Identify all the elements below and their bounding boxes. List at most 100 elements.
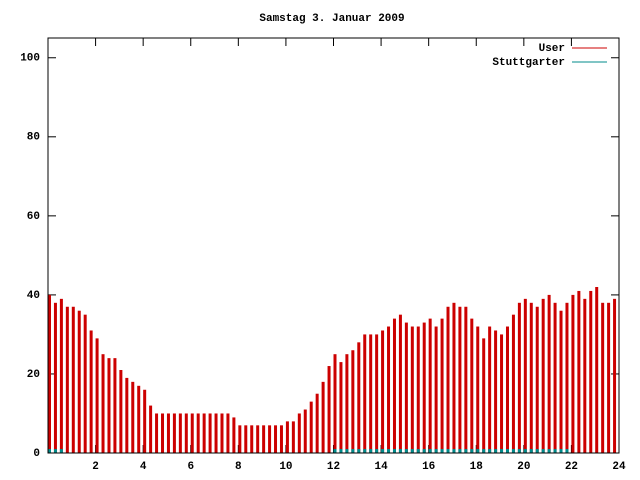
y-tick-label: 40 bbox=[27, 290, 40, 302]
impulse bbox=[440, 318, 444, 453]
impulse bbox=[184, 413, 188, 453]
impulse bbox=[279, 425, 283, 453]
impulse bbox=[547, 294, 551, 453]
impulse bbox=[613, 298, 617, 453]
impulse bbox=[452, 449, 456, 453]
impulse bbox=[488, 449, 492, 453]
impulse bbox=[48, 294, 51, 453]
impulse bbox=[607, 302, 611, 453]
impulse bbox=[434, 449, 438, 453]
impulse bbox=[565, 302, 569, 453]
impulse bbox=[363, 449, 367, 453]
impulse bbox=[131, 381, 135, 453]
impulse bbox=[71, 306, 75, 453]
impulse bbox=[410, 326, 414, 453]
impulse bbox=[77, 310, 81, 453]
impulse bbox=[166, 413, 170, 453]
impulse bbox=[53, 449, 57, 453]
impulse bbox=[434, 326, 438, 453]
impulse bbox=[351, 350, 355, 453]
x-tick-label: 14 bbox=[374, 461, 388, 473]
impulse bbox=[565, 449, 569, 453]
impulse bbox=[523, 449, 527, 453]
impulse bbox=[143, 389, 147, 453]
impulse bbox=[517, 302, 521, 453]
impulse bbox=[535, 449, 539, 453]
impulse bbox=[494, 449, 498, 453]
impulse bbox=[541, 298, 545, 453]
impulse bbox=[458, 449, 462, 453]
impulse bbox=[53, 302, 57, 453]
impulse bbox=[387, 449, 391, 453]
impulse bbox=[196, 413, 200, 453]
x-tick-label: 12 bbox=[327, 461, 340, 473]
impulse bbox=[410, 449, 414, 453]
impulse bbox=[452, 302, 456, 453]
impulse bbox=[357, 342, 361, 453]
impulse bbox=[500, 449, 504, 453]
impulse bbox=[428, 449, 432, 453]
impulse bbox=[511, 314, 515, 453]
impulse bbox=[214, 413, 218, 453]
impulse bbox=[416, 326, 420, 453]
impulse bbox=[541, 449, 545, 453]
y-tick-label: 20 bbox=[27, 369, 40, 381]
impulse bbox=[553, 302, 557, 453]
impulse bbox=[303, 409, 307, 453]
y-tick-label: 60 bbox=[27, 211, 40, 223]
impulse bbox=[155, 413, 159, 453]
impulse bbox=[149, 405, 153, 453]
impulse bbox=[381, 449, 385, 453]
impulse bbox=[511, 449, 515, 453]
impulse bbox=[113, 358, 117, 453]
impulse bbox=[244, 425, 248, 453]
impulse bbox=[119, 370, 123, 453]
impulse bbox=[333, 449, 337, 453]
impulse bbox=[101, 354, 105, 453]
impulse bbox=[345, 449, 349, 453]
x-tick-label: 6 bbox=[187, 461, 194, 473]
impulse bbox=[268, 425, 272, 453]
legend-label: User bbox=[539, 43, 565, 55]
impulse bbox=[321, 381, 325, 453]
impulse bbox=[428, 318, 432, 453]
impulse bbox=[464, 306, 468, 453]
impulse bbox=[505, 326, 509, 453]
impulse bbox=[291, 421, 295, 453]
impulse bbox=[500, 334, 504, 453]
impulse bbox=[190, 413, 194, 453]
impulse bbox=[398, 314, 402, 453]
impulse bbox=[238, 425, 242, 453]
impulse bbox=[559, 310, 563, 453]
impulse bbox=[297, 413, 301, 453]
impulse bbox=[161, 413, 165, 453]
impulse bbox=[220, 413, 224, 453]
x-tick-label: 18 bbox=[470, 461, 484, 473]
impulse bbox=[333, 354, 337, 453]
impulse bbox=[422, 449, 426, 453]
x-tick-label: 10 bbox=[279, 461, 292, 473]
impulse bbox=[416, 449, 420, 453]
impulse bbox=[446, 306, 450, 453]
impulse bbox=[583, 298, 587, 453]
impulse bbox=[125, 377, 129, 453]
impulse bbox=[65, 306, 69, 453]
impulse bbox=[398, 449, 402, 453]
impulse bbox=[577, 290, 581, 453]
impulse bbox=[375, 449, 379, 453]
impulse bbox=[262, 425, 266, 453]
impulse bbox=[404, 322, 408, 453]
impulse bbox=[547, 449, 551, 453]
impulse bbox=[369, 449, 373, 453]
impulse bbox=[285, 421, 289, 453]
impulse bbox=[523, 298, 527, 453]
y-tick-label: 0 bbox=[33, 448, 40, 460]
impulse bbox=[327, 366, 331, 453]
impulse bbox=[250, 425, 254, 453]
impulse bbox=[404, 449, 408, 453]
x-tick-label: 22 bbox=[565, 461, 578, 473]
impulse bbox=[107, 358, 111, 453]
impulse bbox=[315, 393, 319, 453]
impulse bbox=[482, 449, 486, 453]
impulse bbox=[226, 413, 230, 453]
